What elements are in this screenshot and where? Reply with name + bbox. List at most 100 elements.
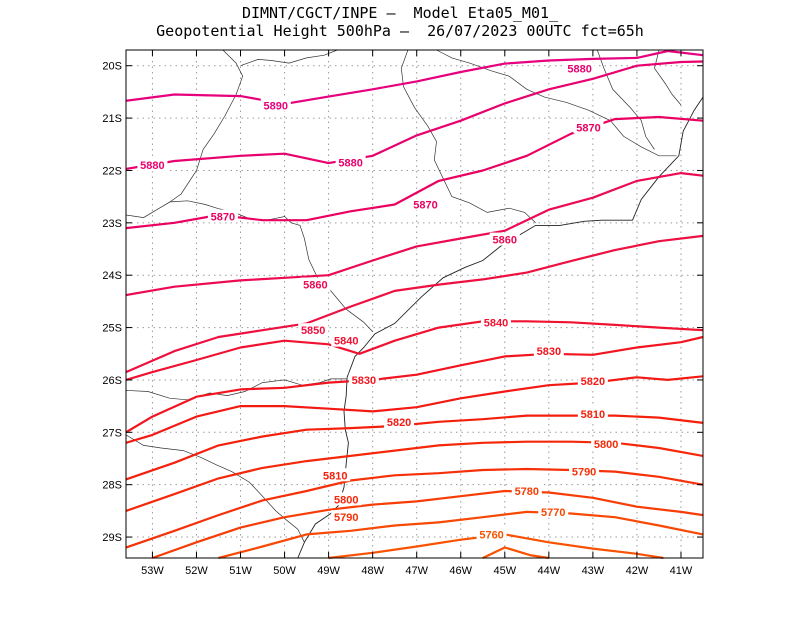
contour-5890 bbox=[125, 49, 704, 105]
state-border bbox=[436, 49, 677, 157]
contour-label-5880: 5880 bbox=[567, 63, 591, 75]
contour-5780 bbox=[152, 489, 704, 560]
contour-label-5790: 5790 bbox=[334, 512, 358, 524]
state-border bbox=[654, 49, 682, 106]
lon-tick-label: 41W bbox=[670, 565, 693, 577]
contour-5790 bbox=[125, 467, 704, 549]
contour-label-bg bbox=[569, 464, 600, 478]
longitude-axis: 53W 52W 51W 50W 49W 48W 47W 46W 45W 44W 43W 42W 41W bbox=[141, 50, 693, 577]
contour-label-5850: 5850 bbox=[301, 325, 325, 337]
contour-label-5810: 5810 bbox=[581, 409, 605, 421]
contour-label-bg bbox=[489, 232, 520, 246]
lat-tick-label: 21S bbox=[102, 113, 122, 125]
contour-label-bg bbox=[577, 373, 608, 387]
contour-label-5830: 5830 bbox=[352, 375, 376, 387]
contour-label-bg bbox=[260, 98, 291, 112]
height-contours bbox=[125, 49, 704, 560]
contour-label-5870: 5870 bbox=[413, 199, 437, 211]
contour-label-bg bbox=[331, 510, 362, 524]
state-border bbox=[400, 49, 536, 224]
contour-label-5780: 5780 bbox=[515, 486, 539, 498]
contour-label-bg bbox=[320, 468, 351, 482]
contour-label-5820: 5820 bbox=[387, 417, 411, 429]
lat-tick-label: 23S bbox=[102, 218, 122, 230]
latitude-axis: 20S 21S 22S 23S 24S 25S 26S 27S 28S 29S bbox=[102, 61, 703, 544]
lat-tick-label: 22S bbox=[102, 165, 122, 177]
contour-label-bg bbox=[298, 323, 329, 337]
lon-tick-label: 52W bbox=[185, 565, 208, 577]
contour-5820 bbox=[125, 375, 704, 444]
contour-label-bg bbox=[591, 436, 622, 450]
contour-label-5810: 5810 bbox=[323, 470, 347, 482]
lat-tick-label: 27S bbox=[102, 427, 122, 439]
contour-label-5820: 5820 bbox=[581, 376, 605, 388]
contour-label-5760: 5760 bbox=[479, 529, 503, 541]
contour-label-bg bbox=[384, 414, 415, 428]
contour-label-5890: 5890 bbox=[264, 101, 288, 113]
contour-label-bg bbox=[511, 483, 542, 497]
contour-label-bg bbox=[476, 527, 507, 541]
title-line-1: DIMNT/CGCT/INPE – Model Eta05_M01_ bbox=[241, 4, 559, 22]
lon-tick-label: 49W bbox=[317, 565, 340, 577]
contour-label-5840: 5840 bbox=[484, 317, 508, 329]
contour-label-5860: 5860 bbox=[303, 280, 327, 292]
contour-label-bg bbox=[137, 158, 168, 172]
lon-tick-label: 50W bbox=[273, 565, 296, 577]
contour-label-bg bbox=[300, 277, 331, 291]
contour-label-bg bbox=[538, 504, 569, 518]
contour-label-5860: 5860 bbox=[493, 235, 517, 247]
lat-tick-label: 28S bbox=[102, 480, 122, 492]
lat-tick-label: 26S bbox=[102, 375, 122, 387]
lon-tick-label: 48W bbox=[361, 565, 384, 577]
lat-tick-label: 29S bbox=[102, 532, 122, 544]
contour-label-5880: 5880 bbox=[140, 160, 164, 172]
contour-5880 bbox=[125, 60, 704, 170]
contour-label-bg bbox=[331, 492, 362, 506]
lon-tick-label: 47W bbox=[405, 565, 428, 577]
lat-tick-label: 25S bbox=[102, 323, 122, 335]
title-line-2: Geopotential Height 500hPa – 26/07/2023 … bbox=[156, 22, 644, 40]
lon-tick-label: 43W bbox=[582, 565, 605, 577]
contour-label-5870: 5870 bbox=[576, 123, 600, 135]
contour-5850 bbox=[125, 234, 704, 374]
lat-tick-label: 24S bbox=[102, 270, 122, 282]
lon-tick-label: 46W bbox=[449, 565, 472, 577]
state-border bbox=[240, 49, 338, 67]
contour-5750 bbox=[482, 546, 549, 560]
contour-label-5800: 5800 bbox=[594, 439, 618, 451]
contour-label-bg bbox=[577, 406, 608, 420]
contour-label-5880: 5880 bbox=[338, 158, 362, 170]
contour-label-bg bbox=[564, 61, 595, 75]
state-border bbox=[596, 49, 655, 150]
lon-tick-label: 51W bbox=[229, 565, 252, 577]
contour-label-5770: 5770 bbox=[541, 507, 565, 519]
contour-label-bg bbox=[480, 315, 511, 329]
lon-tick-label: 53W bbox=[141, 565, 164, 577]
contour-label-5800: 5800 bbox=[334, 494, 358, 506]
contour-label-5870: 5870 bbox=[211, 212, 235, 224]
contour-label-bg bbox=[335, 155, 366, 169]
contour-5770 bbox=[218, 510, 704, 560]
lon-tick-label: 42W bbox=[626, 565, 649, 577]
contour-5830 bbox=[125, 335, 704, 434]
contour-5840 bbox=[125, 320, 704, 381]
contour-5860 bbox=[125, 172, 704, 297]
contour-label-bg bbox=[410, 197, 441, 211]
lon-tick-label: 44W bbox=[538, 565, 561, 577]
contour-label-5790: 5790 bbox=[572, 467, 596, 479]
contour-label-bg bbox=[331, 333, 362, 347]
contour-label-5840: 5840 bbox=[334, 336, 358, 348]
lon-tick-label: 45W bbox=[493, 565, 516, 577]
contour-label-5830: 5830 bbox=[537, 346, 561, 358]
contour-label-bg bbox=[533, 344, 564, 358]
lat-tick-label: 20S bbox=[102, 61, 122, 73]
map-frame bbox=[125, 49, 704, 559]
contour-label-bg bbox=[207, 209, 238, 223]
state-border bbox=[125, 434, 305, 543]
state-border bbox=[169, 49, 244, 203]
contour-labels: 5890 5880 5880 5880 5870 5870 5870 5860 5860 5850… bbox=[137, 61, 622, 541]
contour-label-bg bbox=[348, 372, 379, 386]
grid-lines bbox=[126, 50, 703, 558]
map-title: DIMNT/CGCT/INPE – Model Eta05_M01_ Geopo… bbox=[0, 4, 800, 40]
